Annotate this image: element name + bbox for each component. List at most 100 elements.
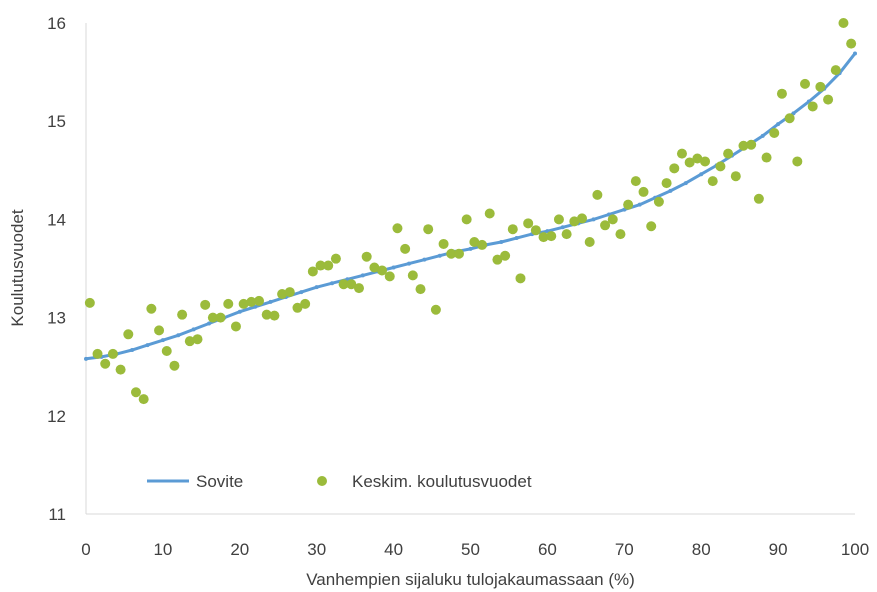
scatter-point [407,270,418,281]
scatter-point [623,199,634,210]
legend-fit-label: Sovite [196,472,243,491]
scatter-point [669,163,680,174]
scatter-point [738,140,749,151]
scatter-point [638,186,649,197]
scatter-point [507,224,518,235]
fit-marker [299,290,304,295]
scatter-point [130,387,141,398]
x-tick-label: 20 [230,540,249,559]
fit-marker [699,172,704,177]
y-tick-labels: 11 12 13 14 15 16 [47,14,66,524]
scatter-point [461,214,472,225]
y-tick-label: 14 [47,210,66,229]
y-tick-label: 12 [47,407,66,426]
fit-marker [191,327,196,332]
x-tick-label: 60 [538,540,557,559]
scatter-point [715,161,726,172]
fit-marker [591,217,596,222]
x-tick-label: 30 [307,540,326,559]
fit-marker [237,309,242,314]
y-tick-label: 16 [47,14,66,33]
scatter-point [500,250,511,261]
scatter-point [154,325,165,336]
scatter-point [807,101,818,112]
fit-marker [314,285,319,290]
fit-marker [360,273,365,278]
scatter-point [177,309,188,320]
fit-marker [853,51,857,56]
scatter-point [830,65,841,76]
fit-line [85,52,857,361]
fit-marker [468,246,473,251]
scatter-point [300,298,311,309]
scatter-point [330,253,341,264]
axes [85,23,855,515]
scatter-point [538,232,549,243]
scatter-point [577,213,588,224]
scatter-point [200,299,211,310]
scatter-point [553,214,564,225]
scatter-point [446,248,457,259]
scatter-point [423,224,434,235]
fit-marker [422,257,427,262]
scatter-point [600,220,611,231]
scatter-point [815,81,826,92]
fit-marker [145,343,150,348]
scatter-series [84,18,857,405]
scatter-point [692,153,703,164]
scatter-point [254,295,265,306]
scatter-point [223,298,234,309]
x-tick-label: 10 [153,540,172,559]
scatter-point [184,336,195,347]
scatter-point [277,289,288,300]
scatter-point [592,189,603,200]
scatter-point [561,229,572,240]
scatter-point [346,279,357,290]
scatter-point [661,178,672,189]
scatter-point [377,265,388,276]
scatter-point [676,148,687,159]
fit-marker [437,253,442,258]
scatter-point [284,287,295,298]
fit-marker [499,239,504,244]
scatter-point [469,236,480,247]
scatter-point [215,312,226,323]
fit-marker [637,202,642,207]
legend-points-swatch [317,476,327,486]
x-tick-label: 0 [81,540,90,559]
fit-marker [84,356,88,361]
scatter-point [292,302,303,313]
x-tick-label: 80 [692,540,711,559]
fit-marker [160,338,165,343]
scatter-point [492,254,503,265]
fit-marker [406,261,411,266]
scatter-point [792,156,803,167]
scatter-point [723,148,734,159]
scatter-point [246,296,257,307]
scatter-point [207,312,218,323]
scatter-point [484,208,495,219]
scatter-point [138,394,149,405]
scatter-point [823,94,834,105]
scatter-point [646,221,657,232]
scatter-point [769,127,780,138]
scatter-point [430,304,441,315]
y-axis-title: Koulutusvuodet [8,209,27,326]
scatter-point [115,364,126,375]
scatter-point [361,251,372,262]
y-tick-label: 15 [47,112,66,131]
fit-marker [776,122,781,127]
x-axis-title: Vanhempien sijaluku tulojakaumassaan (%) [306,570,635,589]
scatter-point [453,248,464,259]
scatter-point [415,284,426,295]
x-tick-label: 100 [841,540,869,559]
scatter-point [684,157,695,168]
scatter-point [700,156,711,167]
fit-marker [668,188,673,193]
scatter-point [169,360,180,371]
scatter-point [523,218,534,229]
fit-marker [268,299,273,304]
fit-series [84,51,857,361]
scatter-point [107,348,118,359]
